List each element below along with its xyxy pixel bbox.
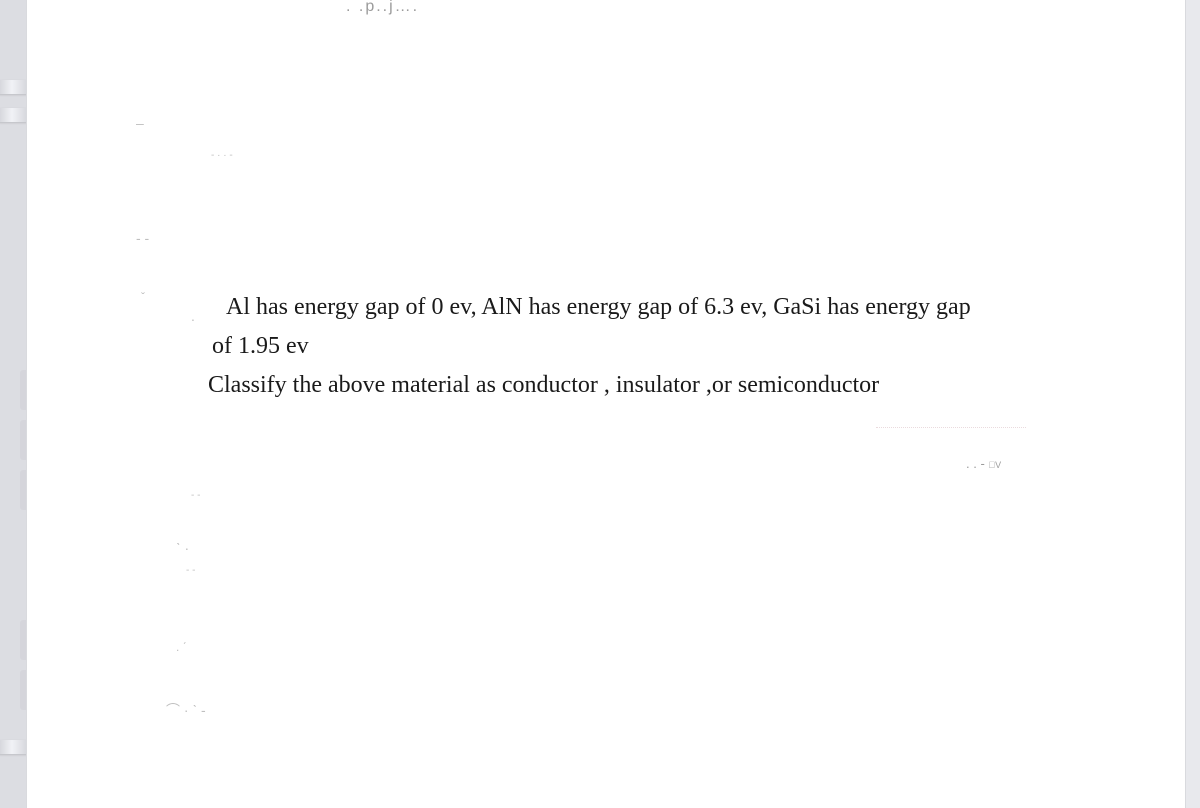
margin-annotation-text: ɪv xyxy=(988,456,1001,471)
header-fragment: . .p..j…. xyxy=(346,0,419,16)
speck: . xyxy=(191,308,195,324)
speck: - - xyxy=(191,490,200,501)
question-block: Al has energy gap of 0 ev, AlN has energ… xyxy=(212,290,1112,406)
speck: ⌒ · ˋ - xyxy=(166,700,206,720)
question-line-1: Al has energy gap of 0 ev, AlN has energ… xyxy=(226,294,971,320)
speck: · xyxy=(266,800,271,808)
margin-annotation: . . - ɪv xyxy=(966,456,1001,471)
paper-sheet: . .p..j…. – - · · - - - ˇ . - - ˋ · - - … xyxy=(26,0,1186,808)
speck: ˇ xyxy=(141,290,145,304)
question-line-3: Classify the above material as conductor… xyxy=(208,372,879,398)
speck: - · · - xyxy=(211,150,233,161)
speck: - - xyxy=(186,565,195,576)
speck: – xyxy=(136,115,144,131)
page-wrapper: . .p..j…. – - · · - - - ˇ . - - ˋ · - - … xyxy=(0,0,1200,808)
speck: - - xyxy=(136,230,149,246)
speck: ˋ · xyxy=(176,540,189,556)
speck: . ˊ xyxy=(176,640,187,654)
speck: ˌ xyxy=(186,800,191,808)
dotted-rule xyxy=(876,427,1026,429)
question-line-2: of 1.95 ev xyxy=(212,333,309,359)
